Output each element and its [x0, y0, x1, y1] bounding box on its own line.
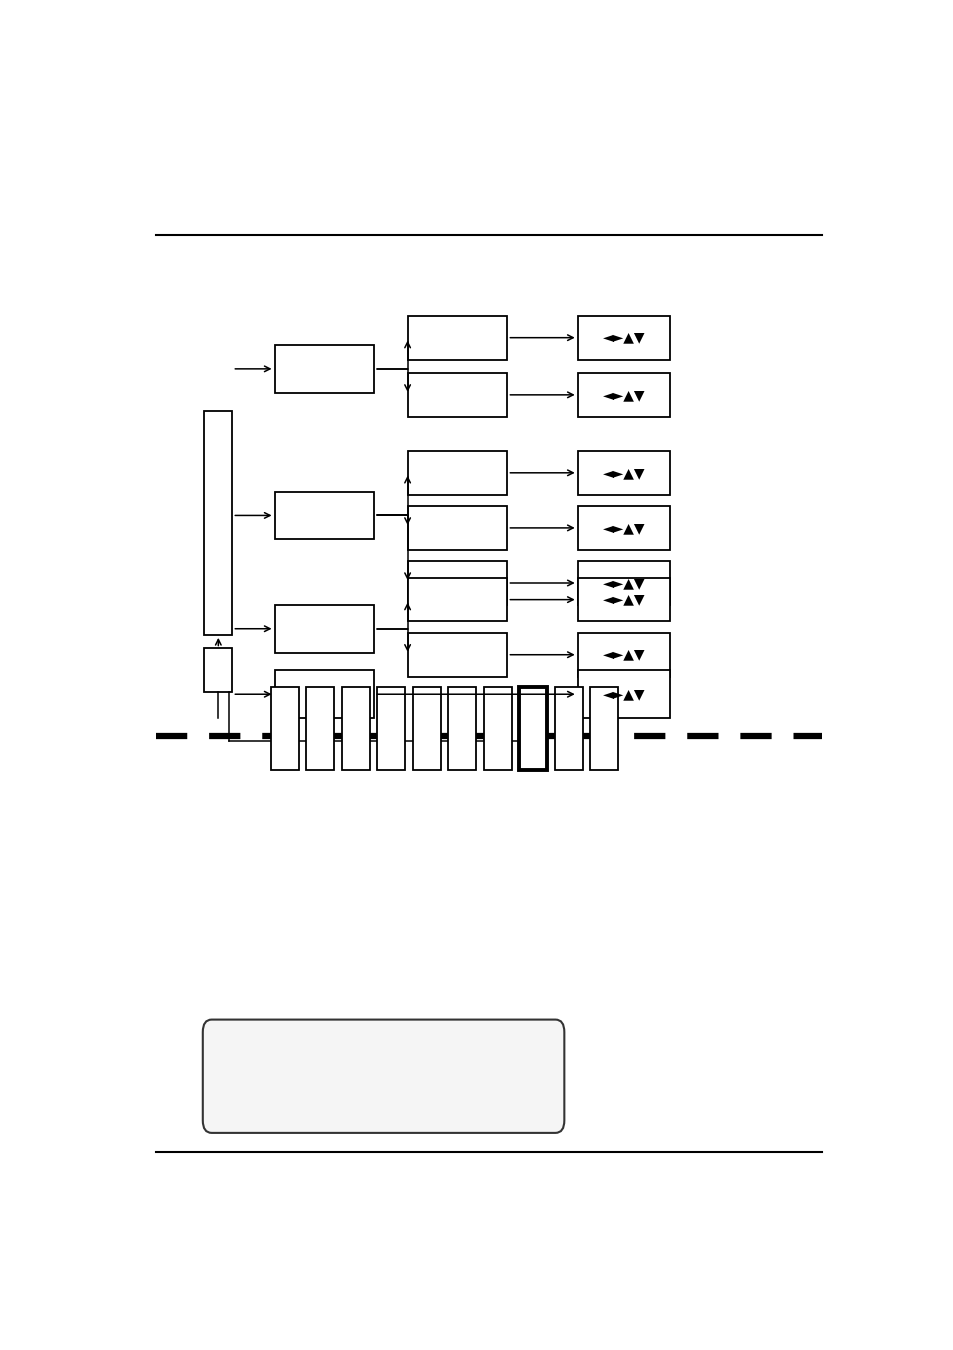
Bar [554, 687, 582, 769]
Bar [448, 687, 476, 769]
Bar [407, 633, 507, 676]
Bar [590, 687, 618, 769]
Text: ◄►▲▼: ◄►▲▼ [602, 331, 644, 344]
Bar [376, 687, 405, 769]
Text: ◄►▲▼: ◄►▲▼ [602, 648, 644, 662]
Bar [407, 578, 507, 621]
Bar [577, 506, 669, 549]
Text: ◄►▲▼: ◄►▲▼ [602, 593, 644, 606]
Bar [341, 687, 370, 769]
Bar [518, 687, 547, 769]
Bar [483, 687, 512, 769]
Text: ◄►▲▼: ◄►▲▼ [602, 521, 644, 535]
Bar [271, 687, 298, 769]
Bar [577, 373, 669, 417]
Bar [274, 491, 374, 540]
Bar [577, 562, 669, 605]
Bar [407, 373, 507, 417]
Bar [413, 687, 440, 769]
Text: ◄►▲▼: ◄►▲▼ [602, 387, 644, 402]
Bar [577, 671, 669, 718]
Bar [407, 562, 507, 605]
Text: ◄►▲▼: ◄►▲▼ [602, 576, 644, 590]
Bar [577, 578, 669, 621]
FancyBboxPatch shape [203, 1019, 564, 1133]
Bar [407, 506, 507, 549]
Bar [407, 316, 507, 359]
Bar [577, 316, 669, 359]
Text: ◄►▲▼: ◄►▲▼ [602, 466, 644, 479]
Bar [274, 605, 374, 652]
Bar [407, 451, 507, 494]
Bar [204, 648, 233, 693]
Bar [274, 346, 374, 393]
Bar [577, 633, 669, 676]
Bar [274, 671, 374, 718]
Text: ◄►▲▼: ◄►▲▼ [602, 687, 644, 701]
Bar [204, 412, 233, 634]
Bar [577, 451, 669, 494]
Bar [306, 687, 335, 769]
